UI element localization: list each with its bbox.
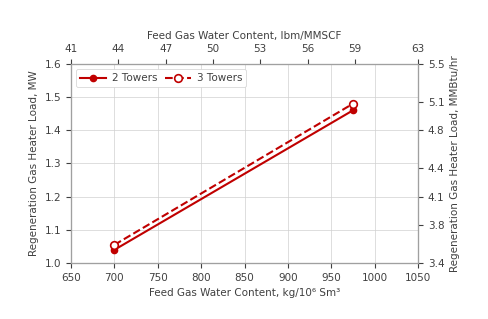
Line: 3 Towers: 3 Towers [110,100,356,249]
2 Towers [349,108,355,112]
X-axis label: Feed Gas Water Content, kg/10⁶ Sm³: Feed Gas Water Content, kg/10⁶ Sm³ [148,288,340,299]
Y-axis label: Regeneration Gas Heater Load, MMBtu/hr: Regeneration Gas Heater Load, MMBtu/hr [449,55,459,272]
Line: 2 Towers: 2 Towers [111,107,355,253]
Legend: 2 Towers, 3 Towers: 2 Towers, 3 Towers [76,69,246,87]
3 Towers [349,102,355,106]
Y-axis label: Regeneration Gas Heater Load, MW: Regeneration Gas Heater Load, MW [29,70,39,256]
X-axis label: Feed Gas Water Content, lbm/MMSCF: Feed Gas Water Content, lbm/MMSCF [147,31,341,41]
3 Towers [111,243,117,247]
2 Towers [111,248,117,252]
